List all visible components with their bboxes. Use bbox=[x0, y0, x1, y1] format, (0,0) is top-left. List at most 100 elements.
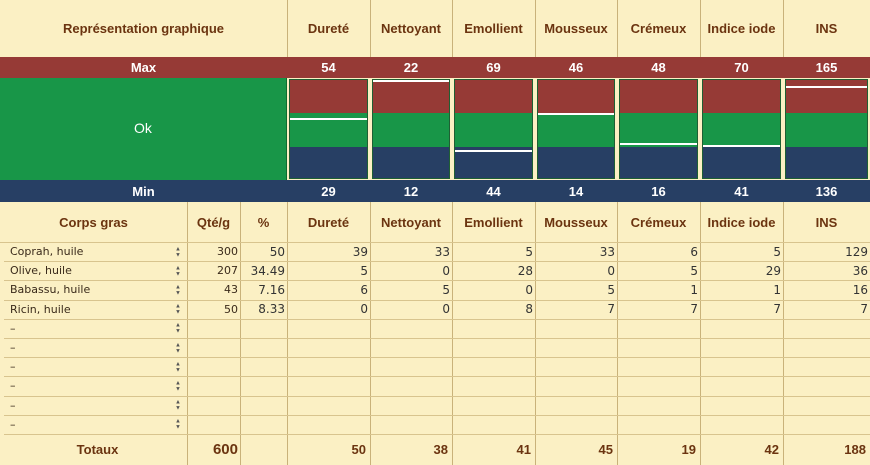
select-arrows-icon[interactable]: ▲ ▼ bbox=[175, 264, 181, 277]
grid-line bbox=[4, 242, 870, 243]
property-value bbox=[617, 319, 700, 338]
bar-below-min bbox=[290, 146, 367, 178]
header-property: Emollient bbox=[464, 214, 523, 230]
totals-qty: 600 bbox=[212, 441, 238, 458]
property-value bbox=[370, 319, 452, 338]
property-value bbox=[535, 376, 617, 395]
select-arrows-icon[interactable]: ▲ ▼ bbox=[175, 244, 181, 258]
property-value: 0 bbox=[360, 302, 368, 317]
property-value bbox=[452, 376, 535, 395]
grid-line bbox=[617, 0, 618, 57]
range-bar bbox=[372, 79, 450, 179]
select-arrows-icon[interactable]: ▲ ▼ bbox=[175, 321, 181, 335]
oil-select[interactable]: Babassu, huile bbox=[10, 283, 91, 297]
max-band bbox=[0, 57, 870, 78]
qty-input[interactable] bbox=[187, 376, 240, 395]
grid-line bbox=[287, 202, 288, 465]
select-arrows-icon[interactable]: ▲ ▼ bbox=[175, 398, 181, 412]
property-value bbox=[783, 319, 870, 338]
property-value bbox=[700, 338, 783, 357]
oil-select[interactable]: – bbox=[10, 341, 16, 355]
oil-select[interactable]: Ricin, huile bbox=[10, 302, 71, 316]
qty-input[interactable]: 43 bbox=[224, 283, 238, 297]
min-value: 136 bbox=[815, 183, 838, 199]
bar-below-min bbox=[373, 146, 449, 178]
property-value: 39 bbox=[352, 244, 368, 259]
grid-line bbox=[4, 299, 870, 301]
min-value: 14 bbox=[568, 183, 584, 199]
property-value bbox=[783, 396, 870, 415]
property-value: 0 bbox=[607, 263, 615, 278]
pct-value bbox=[240, 396, 287, 415]
property-value: 5 bbox=[690, 263, 698, 278]
property-value: 36 bbox=[852, 263, 868, 278]
property-value bbox=[617, 415, 700, 434]
graph-col-header: Crémeux bbox=[630, 21, 687, 36]
property-value: 0 bbox=[442, 263, 450, 278]
bar-below-min bbox=[703, 146, 780, 178]
select-arrows-icon[interactable]: ▲ ▼ bbox=[175, 417, 181, 431]
qty-input[interactable]: 300 bbox=[217, 245, 238, 259]
property-value: 7 bbox=[773, 302, 781, 317]
bar-above-max bbox=[620, 80, 697, 114]
bar-ok-range bbox=[620, 113, 697, 147]
property-value bbox=[287, 319, 370, 338]
grid-line bbox=[4, 357, 870, 359]
select-arrows-icon[interactable]: ▲ ▼ bbox=[175, 340, 181, 354]
oil-select[interactable]: Coprah, huile bbox=[10, 245, 84, 259]
oil-select[interactable]: – bbox=[10, 417, 16, 431]
max-value: 54 bbox=[321, 60, 336, 75]
select-arrows-icon[interactable]: ▲ ▼ bbox=[175, 360, 181, 373]
oil-select[interactable]: – bbox=[10, 321, 16, 335]
min-label: Min bbox=[132, 183, 155, 199]
header-property: Crémeux bbox=[630, 214, 687, 230]
qty-input[interactable] bbox=[187, 415, 240, 434]
qty-input[interactable]: 207 bbox=[217, 264, 238, 278]
max-value: 48 bbox=[651, 60, 666, 75]
bar-below-min bbox=[455, 146, 532, 178]
oil-select[interactable]: – bbox=[10, 379, 16, 393]
pct-value bbox=[240, 357, 287, 376]
bar-below-min bbox=[538, 146, 614, 178]
select-arrows-icon[interactable]: ▲ ▼ bbox=[175, 302, 181, 316]
property-value: 7 bbox=[607, 302, 615, 317]
property-value bbox=[287, 376, 370, 395]
header-property: Nettoyant bbox=[381, 214, 441, 230]
property-value bbox=[535, 319, 617, 338]
totals-value: 188 bbox=[844, 442, 866, 457]
property-value bbox=[287, 338, 370, 357]
oil-select[interactable]: Olive, huile bbox=[10, 264, 72, 278]
qty-input[interactable] bbox=[187, 357, 240, 376]
range-bar bbox=[454, 79, 533, 179]
property-value bbox=[700, 415, 783, 434]
range-bar bbox=[619, 79, 698, 179]
qty-input[interactable] bbox=[187, 396, 240, 415]
oil-select[interactable]: – bbox=[10, 398, 16, 412]
qty-input[interactable] bbox=[187, 338, 240, 357]
property-value: 33 bbox=[434, 244, 450, 259]
property-value: 7 bbox=[860, 302, 868, 317]
range-bar bbox=[702, 79, 781, 179]
grid-line bbox=[287, 0, 288, 57]
qty-input[interactable] bbox=[187, 319, 240, 338]
bar-ok-range bbox=[538, 113, 614, 147]
grid-line bbox=[4, 280, 870, 282]
property-value: 29 bbox=[765, 263, 781, 278]
select-arrows-icon[interactable]: ▲ ▼ bbox=[175, 379, 181, 392]
totals-value: 45 bbox=[598, 442, 613, 457]
select-arrows-icon[interactable]: ▲ ▼ bbox=[175, 283, 181, 296]
property-value bbox=[535, 415, 617, 434]
current-value-marker bbox=[455, 149, 532, 152]
grid-line bbox=[535, 0, 536, 57]
max-value: 70 bbox=[734, 60, 749, 75]
max-value: 22 bbox=[403, 60, 419, 75]
grid-line bbox=[240, 202, 241, 465]
property-value bbox=[535, 357, 617, 376]
property-value: 0 bbox=[525, 282, 533, 297]
oil-select[interactable]: – bbox=[10, 360, 16, 374]
header-property: INS bbox=[815, 214, 838, 230]
grid-line bbox=[452, 0, 453, 57]
property-value: 33 bbox=[599, 244, 615, 259]
qty-input[interactable]: 50 bbox=[224, 302, 238, 316]
grid-line bbox=[4, 318, 870, 320]
